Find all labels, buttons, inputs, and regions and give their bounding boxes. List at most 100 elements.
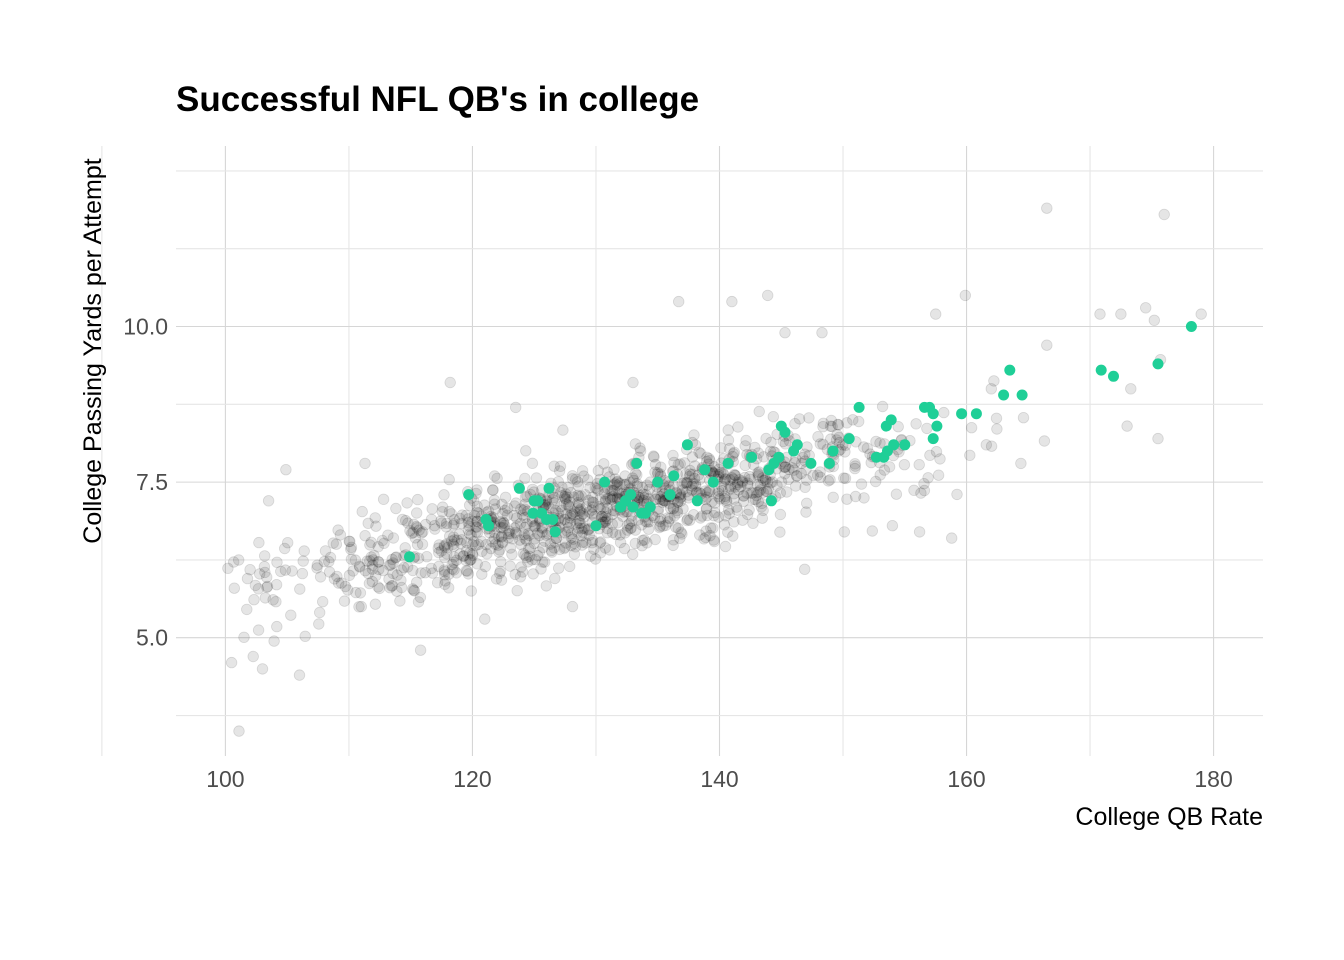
background-point bbox=[399, 542, 411, 554]
background-point bbox=[443, 505, 456, 518]
background-point bbox=[529, 553, 542, 566]
background-point bbox=[495, 522, 507, 534]
background-point bbox=[445, 508, 458, 520]
background-point bbox=[521, 518, 533, 530]
background-point bbox=[510, 528, 523, 540]
background-point bbox=[353, 560, 366, 572]
background-point bbox=[259, 566, 271, 579]
background-point bbox=[439, 575, 451, 587]
background-point bbox=[373, 563, 385, 576]
background-point bbox=[439, 541, 451, 553]
background-point bbox=[396, 513, 409, 526]
background-point bbox=[496, 530, 508, 542]
background-point bbox=[328, 573, 341, 585]
background-point bbox=[574, 503, 587, 515]
background-point bbox=[510, 401, 522, 414]
background-point bbox=[450, 567, 463, 579]
background-point bbox=[599, 511, 612, 523]
background-point bbox=[435, 545, 448, 557]
background-point bbox=[398, 561, 410, 574]
background-point bbox=[491, 472, 503, 485]
background-point bbox=[556, 504, 568, 517]
background-point bbox=[438, 566, 451, 578]
background-point bbox=[586, 504, 598, 516]
x-tick-label: 140 bbox=[700, 766, 738, 792]
background-point bbox=[553, 465, 566, 477]
background-point bbox=[733, 474, 745, 486]
background-point bbox=[502, 527, 515, 540]
background-point bbox=[762, 483, 775, 495]
background-point bbox=[565, 528, 578, 540]
background-point bbox=[626, 515, 638, 527]
background-point bbox=[514, 534, 526, 546]
background-point bbox=[739, 440, 751, 452]
background-point bbox=[488, 470, 501, 482]
highlight-point bbox=[590, 520, 602, 532]
background-point bbox=[238, 631, 250, 644]
background-point bbox=[314, 571, 327, 583]
background-point bbox=[779, 438, 792, 450]
highlight-point bbox=[899, 439, 911, 451]
background-point bbox=[438, 564, 450, 576]
background-point bbox=[475, 535, 488, 548]
background-point bbox=[362, 517, 374, 530]
highlight-points bbox=[404, 321, 1197, 563]
highlight-point bbox=[599, 476, 611, 488]
background-point bbox=[448, 551, 460, 563]
background-point bbox=[506, 548, 518, 561]
background-point bbox=[832, 418, 844, 431]
background-point bbox=[453, 528, 466, 540]
background-point bbox=[373, 582, 386, 595]
background-point bbox=[458, 550, 470, 562]
background-point bbox=[688, 472, 701, 485]
background-point bbox=[855, 478, 868, 490]
background-point bbox=[330, 538, 343, 550]
background-point bbox=[585, 550, 597, 562]
background-point bbox=[858, 492, 870, 504]
background-point bbox=[268, 635, 280, 647]
background-point bbox=[447, 531, 460, 543]
background-point bbox=[570, 518, 582, 530]
background-point bbox=[318, 555, 331, 568]
y-tick-label: 10.0 bbox=[123, 314, 168, 340]
highlight-point bbox=[927, 433, 939, 445]
background-point bbox=[447, 519, 459, 532]
background-point bbox=[779, 468, 791, 480]
background-point bbox=[407, 583, 419, 595]
highlight-point bbox=[547, 514, 559, 525]
background-point bbox=[414, 644, 427, 656]
background-point bbox=[419, 567, 432, 579]
background-point bbox=[786, 462, 798, 474]
background-point bbox=[584, 481, 596, 494]
background-point bbox=[409, 532, 422, 544]
background-point bbox=[647, 450, 660, 462]
background-point bbox=[562, 499, 575, 512]
background-point bbox=[934, 453, 946, 465]
background-point bbox=[454, 512, 466, 525]
background-point bbox=[425, 562, 438, 575]
background-point bbox=[723, 507, 736, 520]
background-point bbox=[573, 491, 585, 503]
background-point bbox=[709, 506, 721, 519]
background-point bbox=[471, 500, 483, 513]
background-point bbox=[782, 473, 795, 486]
background-point bbox=[668, 456, 680, 469]
background-point bbox=[700, 531, 712, 544]
background-point bbox=[767, 411, 780, 423]
background-point bbox=[555, 501, 567, 513]
background-point bbox=[372, 541, 384, 553]
background-point bbox=[501, 509, 514, 521]
background-point bbox=[571, 476, 584, 488]
background-point bbox=[703, 453, 715, 465]
background-point bbox=[1041, 339, 1053, 351]
x-tick-label: 160 bbox=[947, 766, 985, 792]
background-point bbox=[522, 528, 534, 540]
background-point bbox=[752, 468, 765, 481]
background-point bbox=[575, 509, 587, 522]
background-point bbox=[342, 584, 354, 596]
background-point bbox=[736, 476, 749, 489]
background-point bbox=[523, 550, 536, 563]
background-point bbox=[604, 492, 616, 504]
background-point bbox=[611, 517, 624, 529]
background-point bbox=[391, 569, 403, 581]
